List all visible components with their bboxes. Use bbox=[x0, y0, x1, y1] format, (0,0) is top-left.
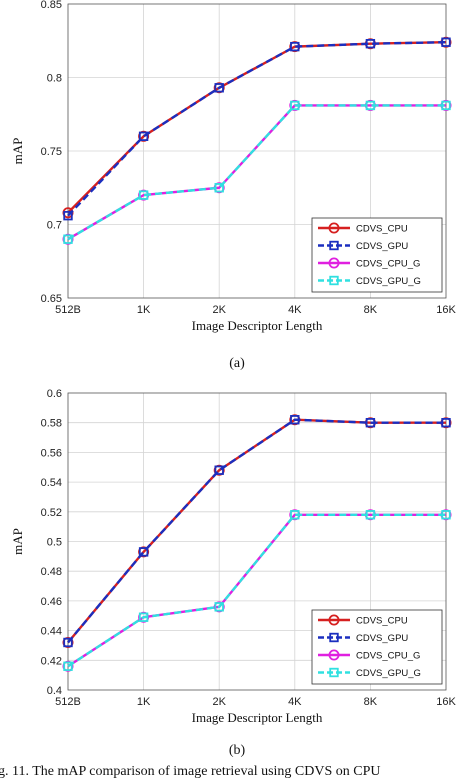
legend-marker bbox=[328, 257, 340, 269]
series-line-cdvs-gpu-g bbox=[67, 513, 446, 668]
data-point bbox=[214, 602, 224, 612]
legend-label: CDVS_GPU bbox=[356, 633, 408, 644]
legend-label: CDVS_CPU_G bbox=[356, 651, 420, 662]
data-point bbox=[214, 183, 224, 193]
data-point bbox=[441, 37, 451, 47]
x-tick-label: 4K bbox=[288, 304, 302, 316]
data-point bbox=[63, 234, 73, 244]
figure-caption: g. 11. The mAP comparison of image retri… bbox=[0, 764, 381, 779]
y-axis-label: mAP bbox=[10, 138, 25, 165]
x-tick-label: 1K bbox=[137, 696, 151, 708]
x-axis-label: Image Descriptor Length bbox=[192, 318, 323, 333]
y-tick-label: 0.58 bbox=[41, 418, 62, 430]
data-point bbox=[138, 131, 149, 141]
data-point bbox=[138, 190, 149, 200]
data-point bbox=[365, 510, 376, 520]
y-tick-label: 0.46 bbox=[41, 596, 62, 608]
y-tick-label: 0.52 bbox=[41, 507, 62, 519]
x-tick-label: 8K bbox=[364, 696, 378, 708]
data-point bbox=[290, 415, 300, 425]
legend-label: CDVS_CPU_G bbox=[356, 259, 420, 270]
data-point bbox=[441, 510, 451, 520]
x-tick-label: 2K bbox=[212, 304, 226, 316]
series-line-cdvs-gpu bbox=[67, 418, 446, 644]
data-point bbox=[138, 612, 149, 622]
x-tick-label: 512B bbox=[55, 304, 81, 316]
legend-box bbox=[311, 217, 443, 293]
y-tick-label: 0.8 bbox=[47, 73, 62, 85]
x-tick-label: 16K bbox=[436, 304, 456, 316]
y-tick-label: 0.54 bbox=[41, 477, 62, 489]
series-line-cdvs-gpu bbox=[67, 41, 447, 217]
data-point bbox=[441, 417, 451, 428]
x-tick-label: 1K bbox=[137, 304, 151, 316]
data-point bbox=[290, 41, 300, 52]
y-tick-label: 0.44 bbox=[41, 626, 62, 638]
x-tick-label: 4K bbox=[288, 696, 302, 708]
legend-marker bbox=[328, 614, 340, 626]
y-tick-label: 0.5 bbox=[47, 537, 62, 549]
plot-frame bbox=[67, 3, 447, 299]
chart-b: 512B 1K 2K 4K 8K 16K 0.4 0.42 0.44 0.46 0.48 0.5 0.5… bbox=[10, 388, 456, 758]
data-point bbox=[441, 100, 451, 111]
legend-label: CDVS_CPU bbox=[356, 224, 408, 235]
legend-label: CDVS_GPU_G bbox=[356, 668, 421, 679]
x-tick-label: 16K bbox=[436, 696, 456, 708]
data-point bbox=[290, 510, 300, 520]
y-tick-label: 0.65 bbox=[41, 293, 62, 305]
y-tick-label: 0.75 bbox=[41, 146, 62, 158]
y-tick-label: 0.7 bbox=[47, 220, 62, 232]
y-tick-label: 0.42 bbox=[41, 655, 62, 667]
data-point bbox=[365, 38, 376, 49]
data-point bbox=[63, 637, 73, 648]
y-tick-label: 0.85 bbox=[41, 0, 62, 11]
data-point bbox=[63, 661, 73, 671]
y-tick-label: 0.56 bbox=[41, 447, 62, 459]
legend-label: CDVS_GPU_G bbox=[356, 276, 421, 287]
legend-box bbox=[311, 609, 443, 685]
subcaption: (a) bbox=[229, 356, 245, 371]
data-point bbox=[138, 547, 149, 557]
legend-marker bbox=[329, 240, 339, 251]
legend-marker bbox=[328, 649, 340, 661]
legend-marker bbox=[329, 632, 339, 643]
series-line-cdvs-cpu bbox=[67, 418, 446, 644]
data-point bbox=[365, 417, 376, 428]
y-axis-label: mAP bbox=[10, 528, 25, 555]
x-tick-label: 8K bbox=[364, 304, 378, 316]
data-point bbox=[290, 100, 300, 111]
legend-marker bbox=[328, 222, 340, 234]
x-axis-label: Image Descriptor Length bbox=[192, 710, 323, 725]
legend-label: CDVS_CPU bbox=[356, 616, 408, 627]
data-point bbox=[365, 100, 376, 111]
data-point bbox=[63, 210, 73, 221]
legend-marker bbox=[329, 275, 339, 286]
chart-a: 512B 1K 2K 4K 8K 16K 0.65 0.7 0.75 0.8 0.85 Image D… bbox=[10, 0, 456, 371]
y-tick-label: 0.4 bbox=[47, 685, 62, 697]
y-tick-label: 0.6 bbox=[47, 388, 62, 400]
x-tick-label: 2K bbox=[212, 696, 226, 708]
data-point bbox=[214, 465, 224, 475]
legend-label: CDVS_GPU bbox=[356, 241, 408, 252]
legend-marker bbox=[329, 667, 339, 678]
y-tick-label: 0.48 bbox=[41, 566, 62, 578]
series-line-cdvs-gpu-g bbox=[67, 104, 446, 241]
subcaption: (b) bbox=[229, 743, 246, 758]
data-point bbox=[214, 83, 224, 93]
x-tick-label: 512B bbox=[55, 696, 81, 708]
plot-frame bbox=[67, 392, 447, 691]
